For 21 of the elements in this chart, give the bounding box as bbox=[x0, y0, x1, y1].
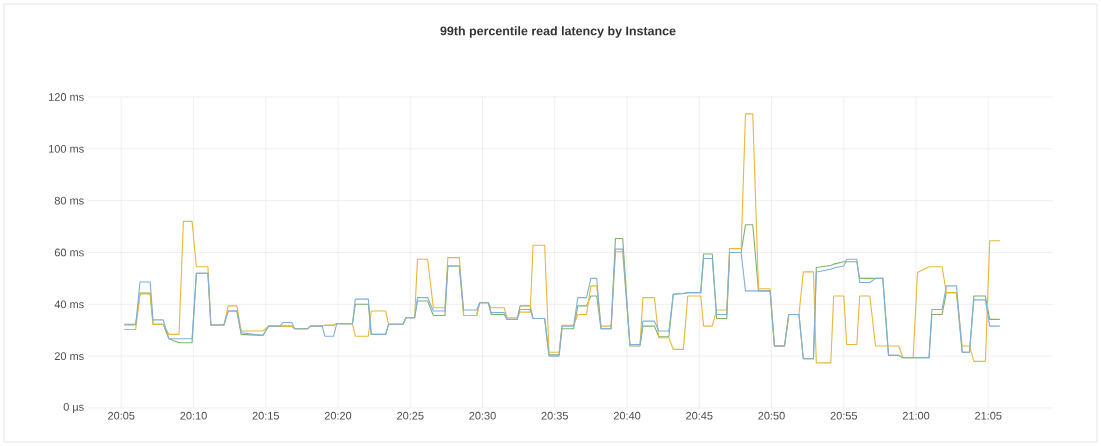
x-tick-label: 21:05 bbox=[975, 411, 1002, 420]
x-tick-label: 20:50 bbox=[758, 411, 785, 420]
x-tick-label: 20:10 bbox=[180, 411, 207, 420]
y-tick-label: 100 ms bbox=[49, 144, 84, 153]
x-tick-label: 20:30 bbox=[469, 411, 496, 420]
x-tick-label: 20:40 bbox=[613, 411, 641, 420]
y-tick-label: 120 ms bbox=[49, 93, 84, 101]
chart-title: 99th percentile read latency by Instance bbox=[440, 26, 676, 38]
y-tick-label: 80 ms bbox=[54, 196, 84, 205]
x-tick-label: 20:45 bbox=[686, 411, 713, 420]
x-tick-label: 21:00 bbox=[902, 411, 930, 420]
x-tick-label: 20:20 bbox=[324, 411, 352, 420]
x-tick-label: 20:35 bbox=[541, 411, 568, 420]
y-tick-label: 20 ms bbox=[54, 352, 84, 361]
y-tick-label: 0 µs bbox=[63, 403, 84, 413]
y-tick-label: 40 ms bbox=[54, 300, 84, 309]
y-tick-label: 60 ms bbox=[54, 248, 84, 257]
x-tick-label: 20:25 bbox=[397, 411, 424, 420]
x-tick-label: 20:55 bbox=[830, 411, 858, 420]
x-tick-label: 20:05 bbox=[108, 411, 135, 420]
x-tick-label: 20:15 bbox=[252, 411, 279, 420]
